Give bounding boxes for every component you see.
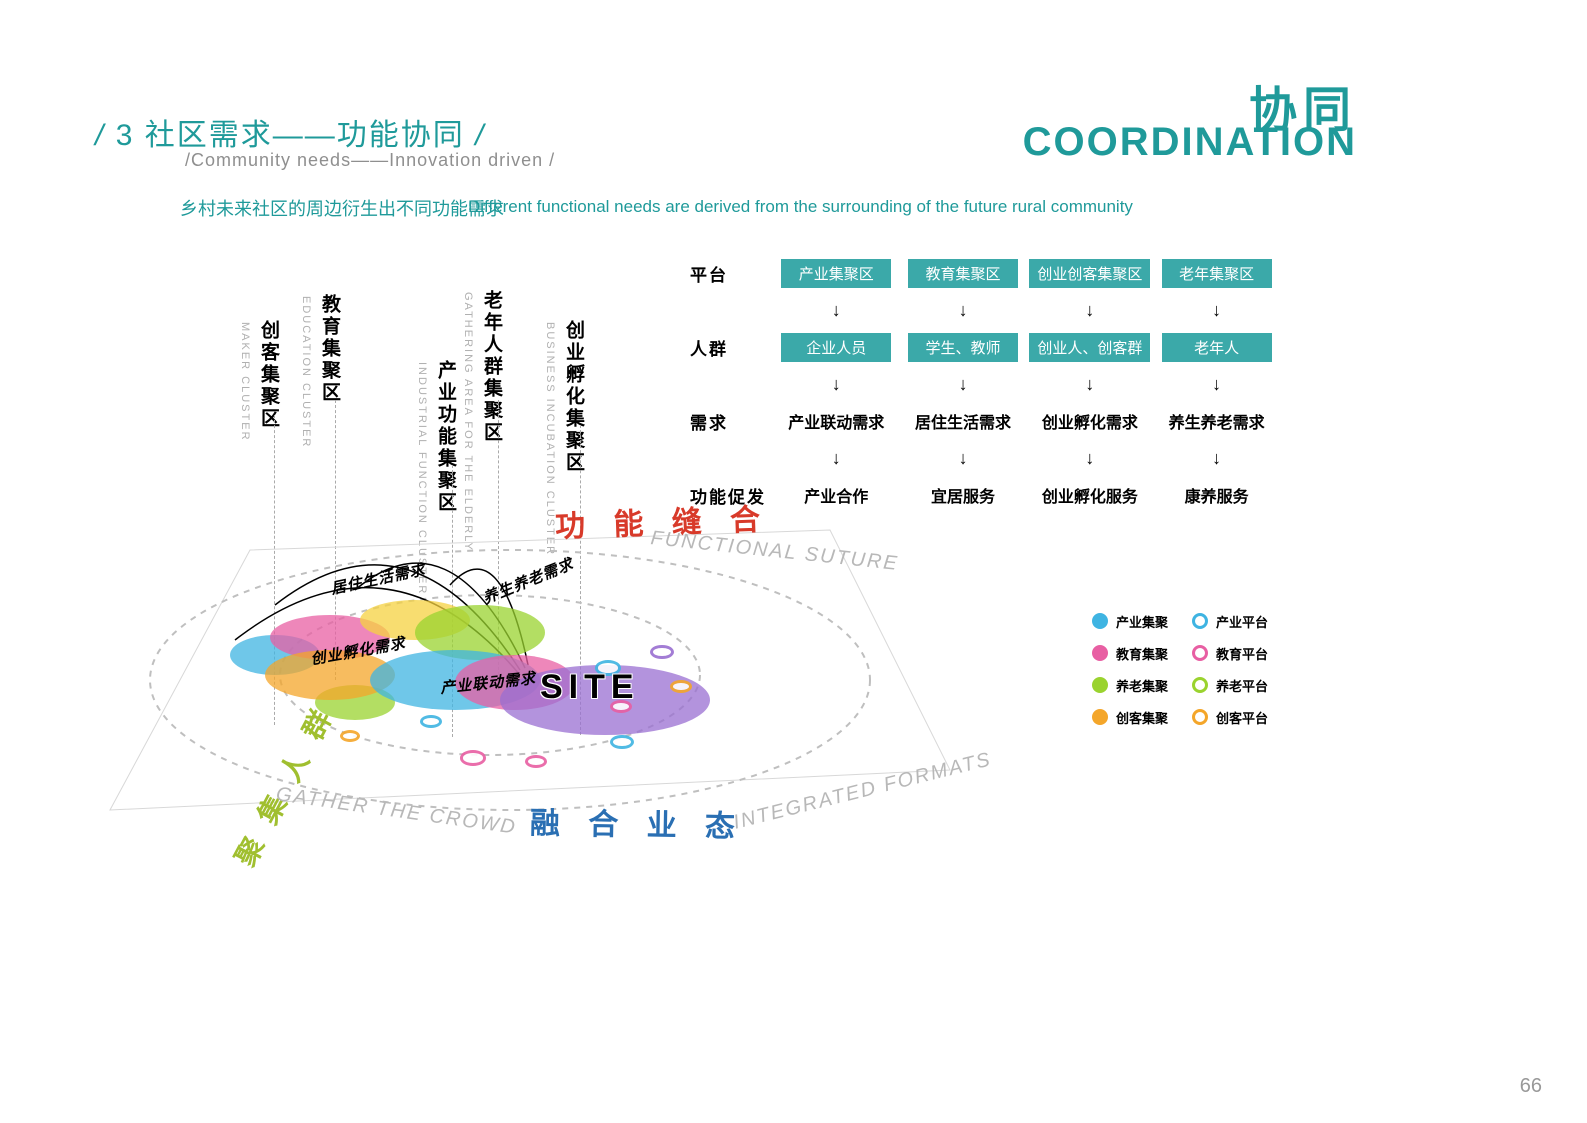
legend-swatch-icon	[1092, 645, 1108, 661]
vertical-label-cn-1: 教育集聚区	[316, 294, 343, 404]
down-arrow-icon: ↓	[773, 374, 900, 395]
vertical-label-en-0: MAKER CLUSTER	[239, 322, 251, 442]
legend-ring-icon	[1192, 645, 1208, 661]
vertical-label-cn-0: 创客集聚区	[255, 320, 282, 430]
down-arrow-icon: ↓	[1026, 448, 1153, 469]
flow-row-label-need: 需求	[690, 409, 773, 434]
down-arrow-icon: ↓	[1153, 300, 1280, 321]
need-label-2: 养生养老需求	[480, 553, 577, 608]
legend-swatch-icon	[1092, 709, 1108, 725]
section-subtitle: /Community needs——Innovation driven /	[185, 150, 555, 171]
flow-row-label-platform: 平台	[690, 261, 773, 286]
legend-row-1: 教育集聚 教育平台	[1092, 637, 1352, 669]
platform-ring-6	[525, 755, 547, 768]
down-arrow-icon: ↓	[773, 300, 900, 321]
platform-ring-4	[460, 750, 486, 766]
legend-row-0: 产业集聚 产业平台	[1092, 605, 1352, 637]
lead-en: Different functional needs are derived f…	[468, 197, 1133, 217]
site-label: SITE	[540, 668, 640, 707]
flow-need-1: 居住生活需求	[900, 409, 1027, 433]
slash-left: /	[95, 119, 105, 152]
legend-outline-label: 产业平台	[1216, 612, 1268, 631]
legend-ring-icon	[1192, 613, 1208, 629]
need-label-0: 居住生活需求	[329, 558, 427, 599]
vertical-label-en-1: EDUCATION CLUSTER	[300, 296, 312, 448]
legend: 产业集聚 产业平台教育集聚 教育平台养老集聚 养老平台创客集聚 创客平台	[1092, 605, 1352, 733]
section-number: 3	[116, 119, 135, 152]
legend-ring-icon	[1192, 677, 1208, 693]
legend-row-2: 养老集聚 养老平台	[1092, 669, 1352, 701]
legend-outline-label: 创客平台	[1216, 708, 1268, 727]
flow-people-0: 企业人员	[781, 333, 891, 362]
flow-platform-0: 产业集聚区	[781, 259, 891, 288]
down-arrow-icon: ↓	[1026, 374, 1153, 395]
flow-people-2: 创业人、创客群	[1029, 333, 1150, 362]
legend-swatch-icon	[1092, 613, 1108, 629]
flow-people-1: 学生、教师	[908, 333, 1018, 362]
legend-outline-label: 养老平台	[1216, 676, 1268, 695]
legend-solid-label: 创客集聚	[1116, 708, 1168, 727]
diagram-area: 居住生活需求创业孵化需求养生养老需求产业联动需求SITE	[110, 450, 940, 970]
down-arrow-icon: ↓	[1153, 448, 1280, 469]
section-title-text: 社区需求——功能协同	[145, 119, 475, 152]
flow-need-0: 产业联动需求	[773, 409, 900, 433]
down-arrow-icon: ↓	[900, 300, 1027, 321]
platform-ring-2	[650, 645, 674, 659]
flow-need-2: 创业孵化需求	[1026, 409, 1153, 433]
flow-platform-2: 创业创客集聚区	[1029, 259, 1150, 288]
flow-people-3: 老年人	[1162, 333, 1272, 362]
platform-ring-3	[420, 715, 442, 728]
flow-platform-1: 教育集聚区	[908, 259, 1018, 288]
legend-solid-label: 养老集聚	[1116, 676, 1168, 695]
down-arrow-icon: ↓	[1026, 300, 1153, 321]
legend-ring-icon	[1192, 709, 1208, 725]
flow-row-label-people: 人群	[690, 335, 773, 360]
down-arrow-icon: ↓	[900, 374, 1027, 395]
integrated-formats-cn: 融 合 业 态	[530, 798, 746, 846]
flow-result-2: 创业孵化服务	[1026, 483, 1153, 507]
page-number: 66	[1520, 1075, 1542, 1098]
flow-need-3: 养生养老需求	[1153, 409, 1280, 433]
legend-solid-label: 教育集聚	[1116, 644, 1168, 663]
legend-swatch-icon	[1092, 677, 1108, 693]
flow-result-3: 康养服务	[1153, 483, 1280, 507]
legend-outline-label: 教育平台	[1216, 644, 1268, 663]
down-arrow-icon: ↓	[1153, 374, 1280, 395]
section-title: / 3 社区需求——功能协同 /	[95, 110, 485, 154]
platform-ring-5	[340, 730, 360, 742]
flow-platform-3: 老年集聚区	[1162, 259, 1272, 288]
platform-ring-7	[610, 735, 634, 749]
vertical-label-cn-3: 老年人群集聚区	[478, 290, 505, 444]
lead-cn: 乡村未来社区的周边衍生出不同功能需求	[180, 195, 504, 221]
legend-solid-label: 产业集聚	[1116, 612, 1168, 631]
legend-row-3: 创客集聚 创客平台	[1092, 701, 1352, 733]
page-title-en: COORDINATION	[1023, 120, 1357, 165]
slash-right: /	[475, 119, 485, 152]
